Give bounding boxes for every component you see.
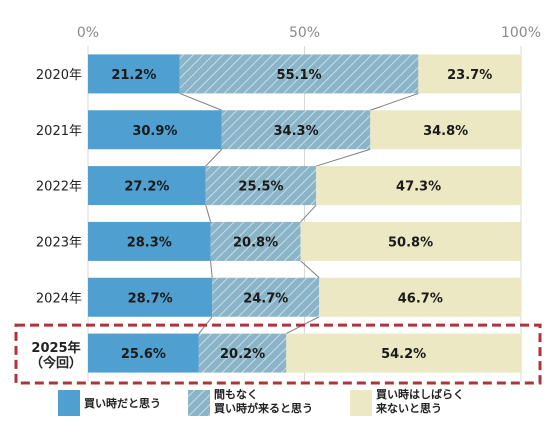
bar-segment [212, 277, 320, 317]
data-label: 47.3% [396, 180, 441, 195]
data-label: 34.8% [423, 124, 468, 139]
connector-line [316, 148, 371, 167]
bar-segment [300, 221, 521, 261]
bar-segment [418, 54, 521, 94]
category-label: 2023年 [36, 235, 82, 250]
bars [88, 54, 522, 373]
value-labels: 21.2% 55.1% 23.7% 30.9% 34.3% 34.8% 27.2% 25.5%… [111, 68, 492, 362]
data-label: 34.3% [274, 124, 319, 139]
connector-line [205, 148, 223, 167]
data-label: 54.2% [381, 347, 426, 362]
bar-segment [316, 166, 521, 206]
data-label: 21.2% [111, 68, 156, 83]
bar-segment [205, 166, 317, 206]
gridlines [87, 46, 522, 381]
connector-line [179, 92, 222, 111]
category-label: 2022年 [36, 180, 82, 195]
highlight-box [14, 323, 542, 385]
category-label: 2020年 [36, 68, 82, 83]
data-label: 30.9% [132, 124, 177, 139]
connector-line [370, 92, 419, 111]
x-tick-label: 50% [289, 25, 320, 41]
bar-segment [210, 221, 301, 261]
category-label: 2021年 [36, 124, 82, 139]
category-label: 2024年 [36, 291, 82, 306]
highlight-frame [14, 323, 542, 385]
legend-label: 間もなく買い時が来ると思う [214, 388, 313, 415]
legend-label: 買い時はしばらく来ないと思う [375, 387, 464, 415]
legend-swatch [188, 390, 210, 416]
bar-segment [319, 277, 522, 317]
legend: 買い時だと思う 間もなく買い時が来ると思う 買い時はしばらく来ないと思う [58, 387, 464, 416]
data-label: 20.2% [220, 347, 265, 362]
data-label: 55.1% [277, 68, 322, 83]
bar-segment [88, 110, 222, 150]
bar-segment [88, 221, 211, 261]
data-label: 27.2% [124, 180, 169, 195]
data-label: 28.3% [127, 235, 172, 250]
legend-swatch [58, 390, 80, 416]
data-label: 28.7% [128, 291, 173, 306]
data-label: 20.8% [233, 235, 278, 250]
bar-segment [221, 110, 371, 150]
bar-segment [179, 54, 419, 94]
bar-segment [370, 110, 521, 150]
data-label: 25.6% [121, 347, 166, 362]
data-label: 23.7% [447, 68, 492, 83]
bar-segment [88, 166, 206, 206]
connector-line [300, 204, 317, 223]
x-tick-label: 0% [77, 25, 99, 41]
bar-segment [88, 54, 180, 94]
connector-line [210, 260, 213, 278]
axis-labels: 0% 50% 100% 2020年 2021年 2022年 2023年 2024年 2025年（… [30, 25, 541, 371]
bar-segment [198, 333, 287, 373]
category-label: 2025年（今回） [30, 340, 82, 371]
legend-swatch [350, 390, 372, 416]
bar-segment [88, 277, 213, 317]
data-label: 46.7% [398, 291, 443, 306]
data-label: 25.5% [238, 180, 283, 195]
x-tick-label: 100% [501, 25, 541, 41]
connector-line [300, 260, 320, 279]
data-label: 24.7% [243, 291, 288, 306]
bar-segment [88, 333, 199, 373]
connector-line [205, 204, 212, 223]
legend-label: 買い時だと思う [84, 396, 161, 410]
bar-segment [286, 333, 521, 373]
data-label: 50.8% [388, 235, 433, 250]
